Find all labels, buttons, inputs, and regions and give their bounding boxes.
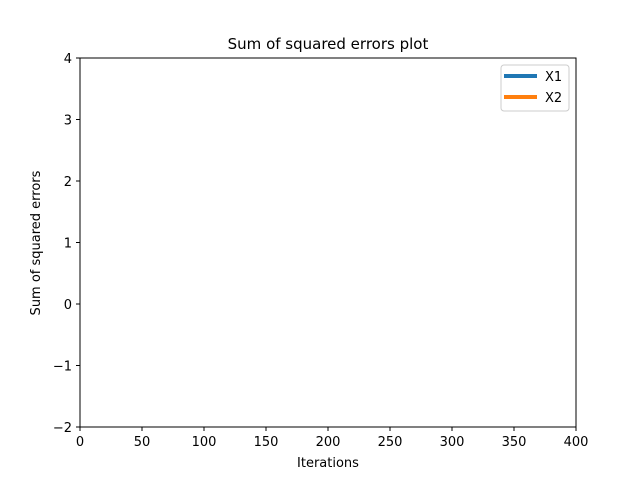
y-tick-label: 2: [64, 175, 72, 190]
x-tick-label: 100: [192, 435, 217, 450]
y-tick-label: 0: [64, 298, 72, 313]
x-tick-label: 350: [502, 435, 527, 450]
y-tick-label: −1: [53, 360, 72, 375]
y-tick-label: −2: [53, 421, 72, 436]
plot-area: [80, 58, 576, 427]
y-axis-ticks: −2 −1 0 1 2 3 4: [53, 52, 80, 436]
y-axis-label: Sum of squared errors: [29, 170, 44, 315]
x-tick-label: 0: [76, 435, 84, 450]
x-tick-label: 150: [254, 435, 279, 450]
legend-label-x1: X1: [545, 70, 562, 85]
y-tick-label: 1: [64, 237, 72, 252]
x-tick-label: 300: [440, 435, 465, 450]
chart-title: Sum of squared errors plot: [228, 35, 429, 53]
plot-frame: [79, 57, 577, 428]
x-axis-ticks: 0 50 100 150 200 250 300 350 400: [76, 427, 589, 450]
x-tick-label: 50: [134, 435, 151, 450]
legend-label-x2: X2: [545, 91, 562, 106]
y-tick-label: 3: [64, 114, 72, 129]
x-tick-label: 250: [378, 435, 403, 450]
x-axis-label: Iterations: [297, 456, 359, 471]
x-tick-label: 200: [316, 435, 341, 450]
y-tick-label: 4: [64, 52, 72, 67]
x-tick-label: 400: [564, 435, 589, 450]
